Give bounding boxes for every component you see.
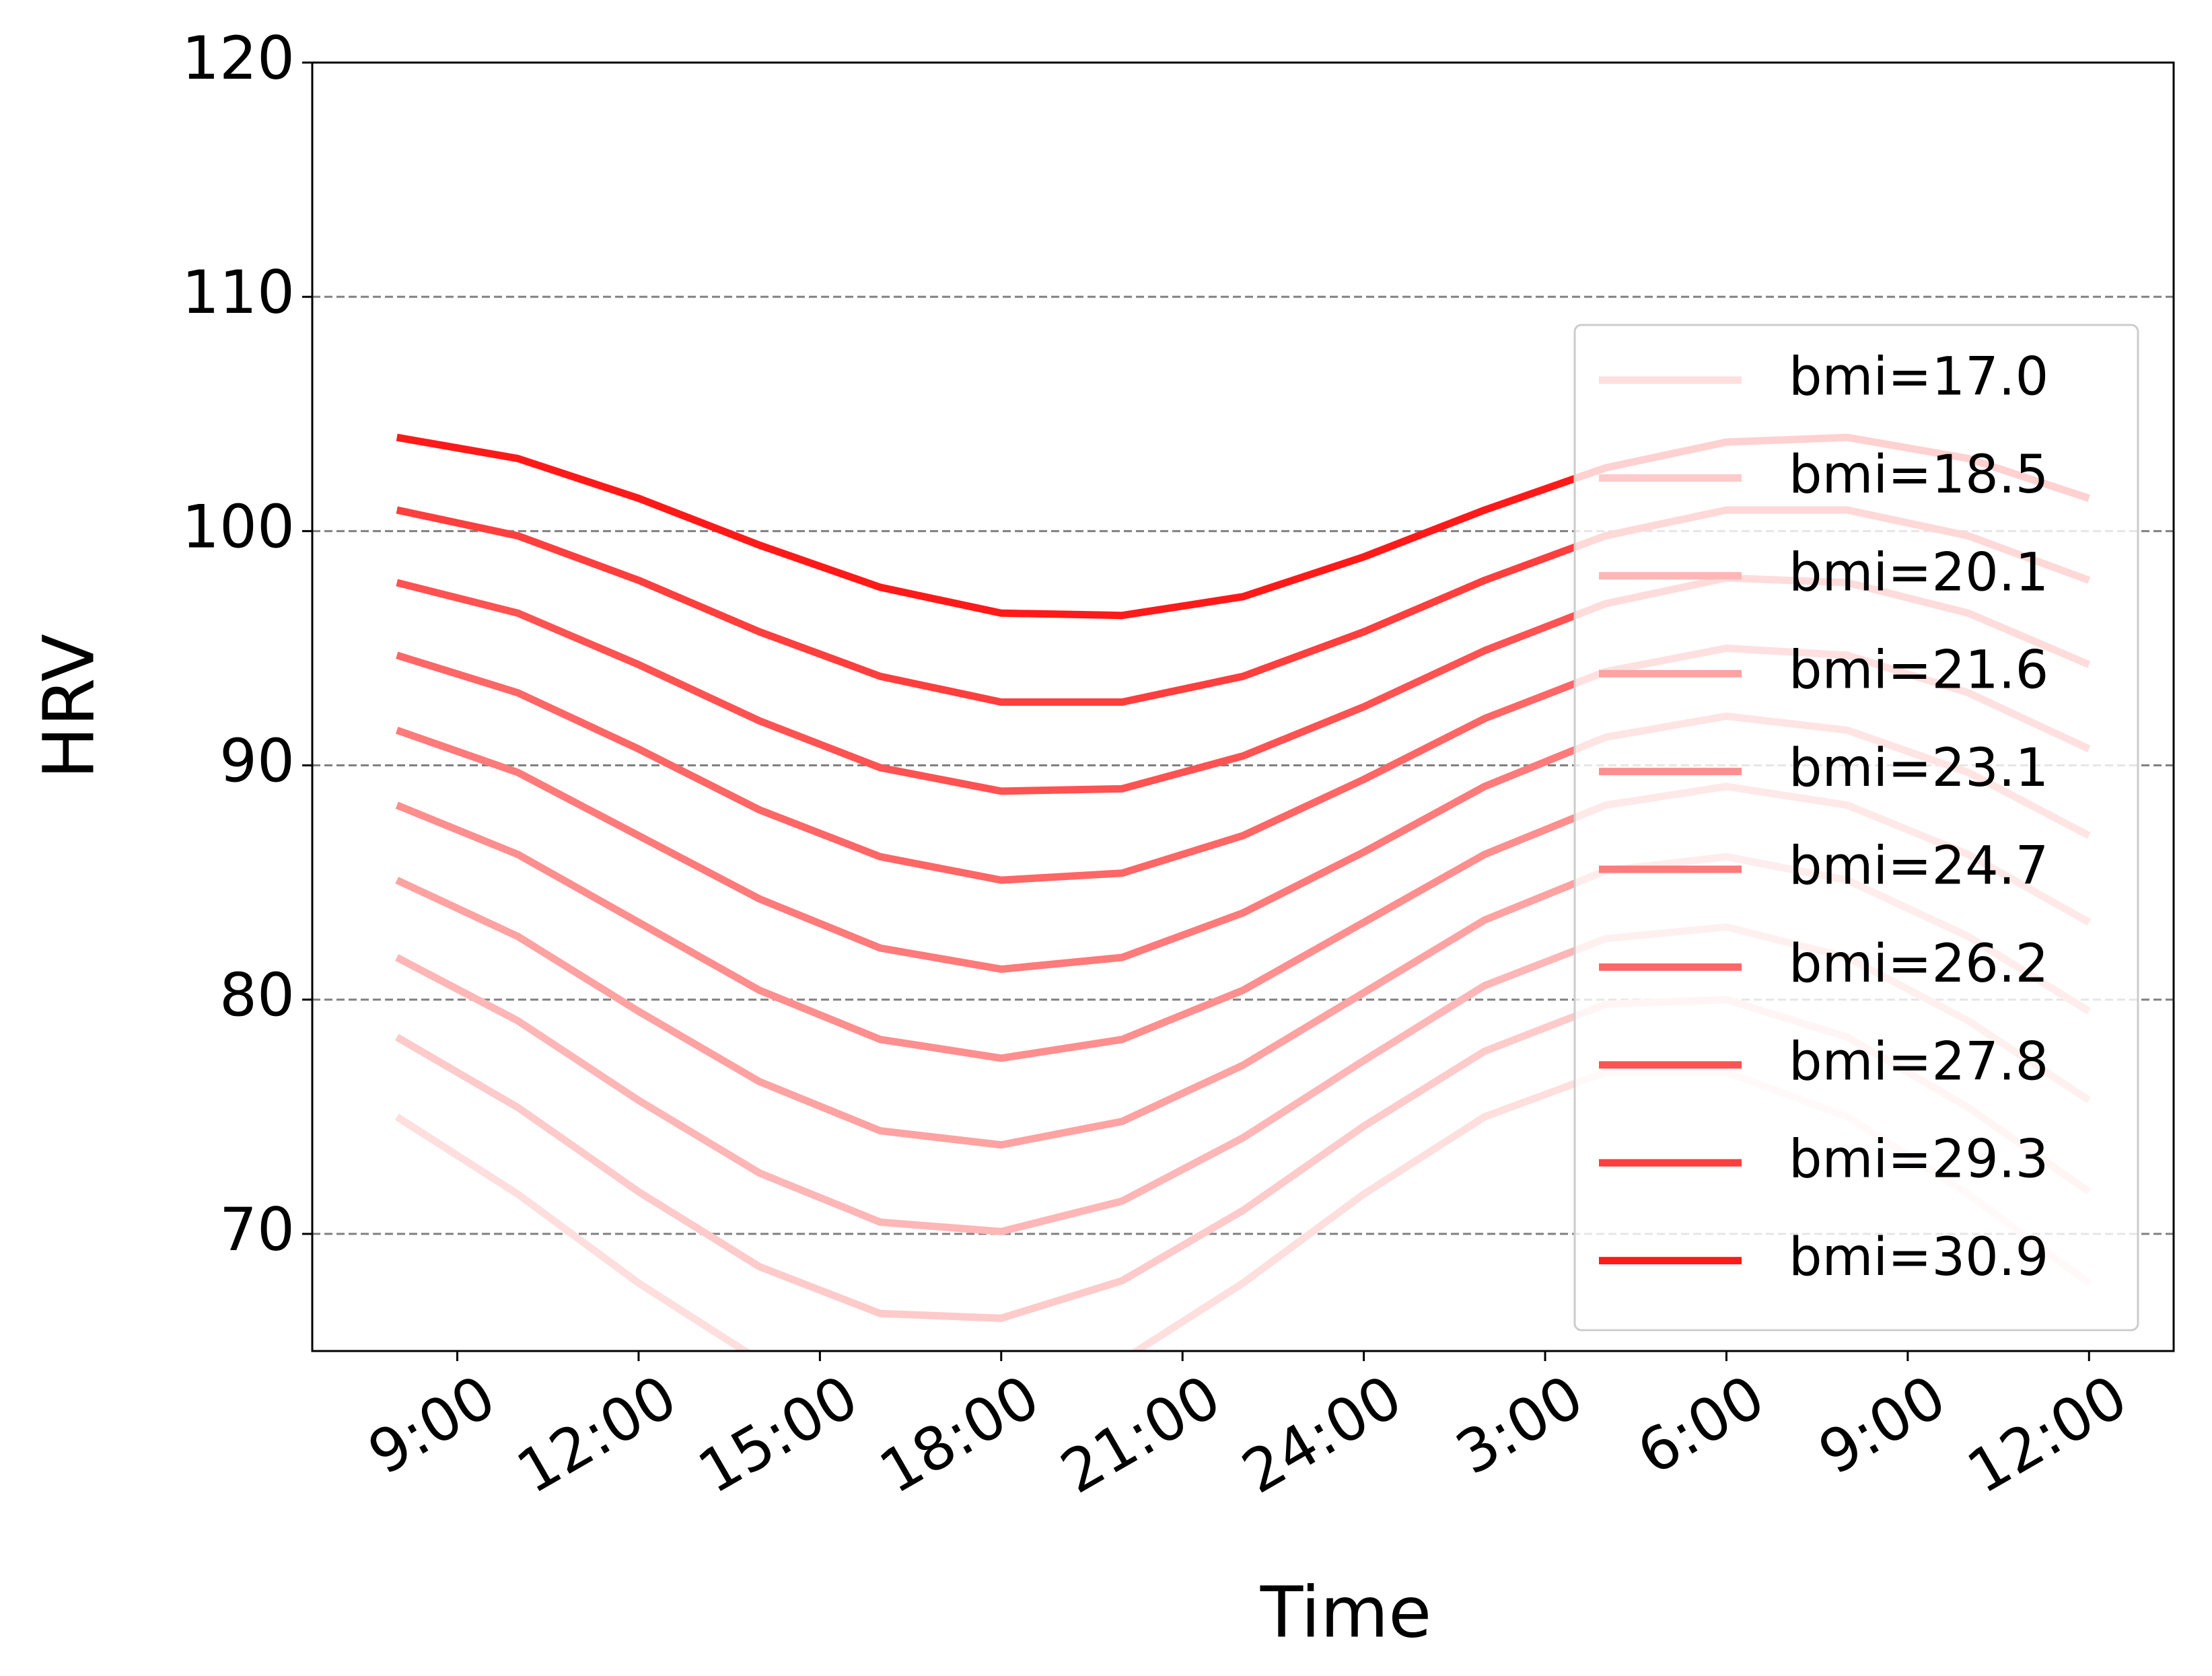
legend-label: bmi=30.9	[1789, 1227, 2048, 1288]
x-tick-label: 3:00	[1445, 1362, 1595, 1488]
y-axis-label: HRV	[28, 634, 110, 779]
legend-label: bmi=21.6	[1789, 641, 2048, 701]
x-axis-label: Time	[1260, 1571, 1432, 1653]
legend-label: bmi=29.3	[1789, 1130, 2048, 1190]
y-tick-label: 100	[182, 492, 295, 561]
legend-label: bmi=26.2	[1789, 934, 2048, 994]
y-tick-label: 120	[182, 24, 295, 93]
x-tick-label: 24:00	[1231, 1362, 1413, 1507]
y-tick-label: 70	[219, 1195, 295, 1264]
legend-label: bmi=27.8	[1789, 1031, 2048, 1092]
legend-label: bmi=23.1	[1789, 738, 2048, 799]
x-tick-label: 12:00	[505, 1362, 688, 1507]
legend-label: bmi=20.1	[1789, 542, 2048, 603]
y-tick-label: 110	[182, 258, 295, 327]
legend-label: bmi=24.7	[1789, 836, 2048, 896]
x-tick-label: 9:00	[357, 1362, 507, 1488]
y-tick-label: 80	[219, 961, 295, 1030]
x-tick-label: 6:00	[1626, 1362, 1776, 1488]
y-tick-label: 90	[219, 726, 295, 795]
x-tick-label: 15:00	[687, 1362, 869, 1507]
legend-label: bmi=18.5	[1789, 445, 2048, 505]
x-tick-label: 12:00	[1956, 1362, 2138, 1507]
legend-label: bmi=17.0	[1789, 347, 2048, 407]
plot-frame	[311, 61, 2175, 1352]
x-tick-label: 9:00	[1808, 1362, 1958, 1488]
x-tick-label: 21:00	[1049, 1362, 1232, 1507]
x-tick-label: 18:00	[868, 1362, 1050, 1507]
